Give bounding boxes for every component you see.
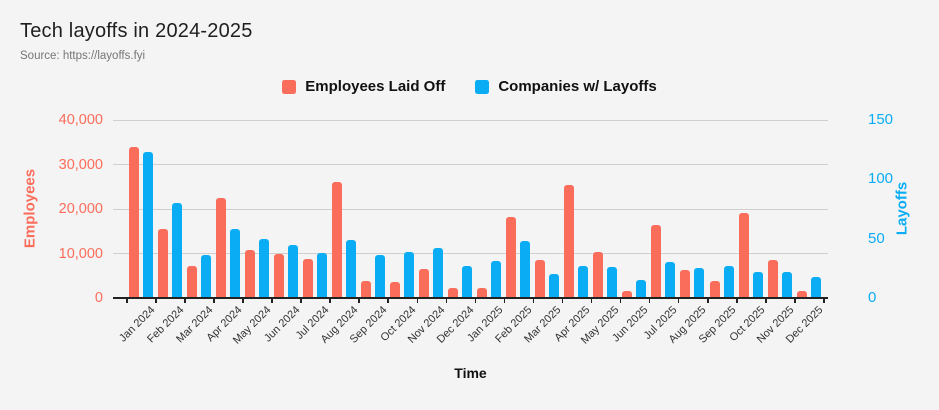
bar-companies-dec-2025[interactable]: [810, 276, 821, 298]
x-axis-tick-mark: [474, 299, 477, 303]
x-axis-tick-mark: [329, 299, 331, 303]
bar-companies-jun-2025[interactable]: [636, 280, 647, 298]
x-axis-tick-mark: [213, 299, 215, 303]
bar-employees-may-2025[interactable]: [593, 251, 604, 298]
bar-employees-jul-2024[interactable]: [302, 259, 313, 298]
y-axis-title-right: Layoffs: [893, 181, 911, 236]
y-axis-tick-right: 150: [868, 111, 894, 128]
bar-employees-dec-2024[interactable]: [448, 288, 459, 298]
x-axis-tick-mark: [387, 299, 389, 303]
x-axis-tick-mark: [416, 299, 418, 303]
bar-companies-sep-2024[interactable]: [374, 255, 385, 298]
bar-employees-jun-2024[interactable]: [273, 253, 284, 298]
legend-item-employees[interactable]: Employees Laid Off: [282, 78, 445, 95]
y-axis-tick-left: 0: [94, 290, 103, 306]
chart-source-link[interactable]: Source: https://layoffs.fyi: [20, 50, 146, 62]
bar-employees-jan-2024[interactable]: [128, 146, 139, 298]
bar-companies-aug-2024[interactable]: [345, 239, 356, 298]
bar-companies-apr-2025[interactable]: [578, 265, 589, 298]
x-axis-tick-mark: [677, 299, 680, 303]
x-axis-tick-mark: [823, 299, 825, 303]
bar-employees-nov-2025[interactable]: [767, 259, 778, 298]
bar-employees-mar-2025[interactable]: [535, 259, 546, 298]
bar-companies-may-2024[interactable]: [258, 238, 269, 298]
x-axis-tick-mark: [300, 299, 302, 303]
bar-employees-apr-2024[interactable]: [215, 197, 226, 298]
legend-label-companies: Companies w/ Layoffs: [498, 78, 657, 95]
gridline: [113, 253, 828, 254]
x-axis-tick-mark: [648, 299, 651, 303]
y-axis-tick-left: 10,000: [58, 245, 103, 262]
bar-companies-oct-2024[interactable]: [403, 251, 414, 298]
bar-employees-apr-2025[interactable]: [564, 185, 575, 298]
y-axis-tick-left: 30,000: [58, 156, 103, 173]
legend-item-companies[interactable]: Companies w/ Layoffs: [475, 78, 657, 95]
bar-employees-may-2024[interactable]: [244, 250, 255, 298]
bar-employees-nov-2024[interactable]: [419, 269, 429, 298]
x-axis-title: Time: [454, 365, 487, 381]
x-axis-tick-mark: [765, 299, 767, 303]
x-axis-tick-mark: [532, 299, 535, 303]
x-axis-tick-mark: [126, 299, 128, 303]
x-axis-tick-mark: [358, 299, 360, 303]
x-axis-tick-mark: [242, 299, 244, 303]
y-axis-tick-left: 40,000: [58, 112, 103, 128]
bar-companies-jun-2024[interactable]: [287, 244, 298, 298]
bar-employees-aug-2025[interactable]: [680, 270, 691, 298]
bar-employees-oct-2024[interactable]: [389, 281, 400, 298]
x-axis-line: [113, 297, 828, 299]
x-axis-tick-mark: [184, 299, 186, 303]
bar-employees-feb-2025[interactable]: [506, 217, 517, 298]
bar-companies-feb-2024[interactable]: [171, 203, 182, 298]
bar-companies-mar-2025[interactable]: [549, 274, 560, 298]
gridline: [113, 208, 828, 210]
x-axis-tick-mark: [155, 299, 157, 303]
y-axis-tick-right: 0: [868, 289, 877, 306]
bar-companies-oct-2025[interactable]: [752, 271, 763, 298]
bar-employees-jan-2025[interactable]: [477, 288, 488, 298]
gridline: [113, 164, 828, 165]
bar-companies-may-2025[interactable]: [607, 267, 618, 298]
bar-companies-feb-2025[interactable]: [520, 241, 531, 298]
x-axis-tick-mark: [561, 299, 564, 303]
x-axis-tick-mark: [445, 299, 448, 303]
x-axis-tick-mark: [590, 299, 593, 303]
gridline: [113, 119, 828, 121]
bar-companies-jul-2024[interactable]: [316, 252, 327, 298]
bar-employees-sep-2025[interactable]: [709, 280, 720, 298]
x-axis-tick-mark: [503, 299, 506, 303]
bar-companies-jul-2025[interactable]: [665, 262, 676, 298]
bar-employees-mar-2024[interactable]: [186, 265, 197, 298]
bar-employees-aug-2024[interactable]: [331, 182, 342, 298]
bar-companies-jan-2025[interactable]: [491, 261, 502, 298]
x-axis-tick-mark: [736, 299, 738, 303]
x-axis-tick-mark: [271, 299, 273, 303]
bar-employees-sep-2024[interactable]: [360, 281, 371, 298]
bar-companies-jan-2024[interactable]: [142, 152, 153, 298]
bar-employees-oct-2025[interactable]: [738, 213, 749, 298]
bar-companies-nov-2024[interactable]: [433, 248, 443, 298]
bar-companies-aug-2025[interactable]: [694, 268, 705, 298]
x-axis-tick-mark: [707, 299, 709, 303]
companies-swatch-icon: [475, 79, 490, 94]
legend: Employees Laid Off Companies w/ Layoffs: [0, 78, 939, 95]
bar-employees-jun-2025[interactable]: [622, 291, 633, 298]
y-axis-tick-right: 100: [868, 170, 894, 188]
y-axis-tick-left: 20,000: [58, 201, 103, 217]
bar-companies-dec-2024[interactable]: [462, 265, 473, 298]
legend-label-employees: Employees Laid Off: [305, 78, 446, 95]
bar-companies-sep-2025[interactable]: [723, 265, 734, 298]
x-axis-tick-mark: [794, 299, 796, 303]
bar-employees-jul-2025[interactable]: [651, 224, 662, 298]
bar-employees-feb-2024[interactable]: [157, 229, 168, 298]
bar-companies-nov-2025[interactable]: [781, 271, 792, 298]
y-axis-tick-right: 50: [868, 229, 885, 247]
bar-companies-apr-2024[interactable]: [229, 229, 240, 298]
x-axis-tick-mark: [619, 299, 622, 303]
employees-swatch-icon: [282, 79, 297, 94]
bar-employees-dec-2025[interactable]: [796, 291, 807, 298]
bar-companies-mar-2024[interactable]: [200, 255, 211, 298]
chart-title: Tech layoffs in 2024-2025: [20, 20, 253, 42]
